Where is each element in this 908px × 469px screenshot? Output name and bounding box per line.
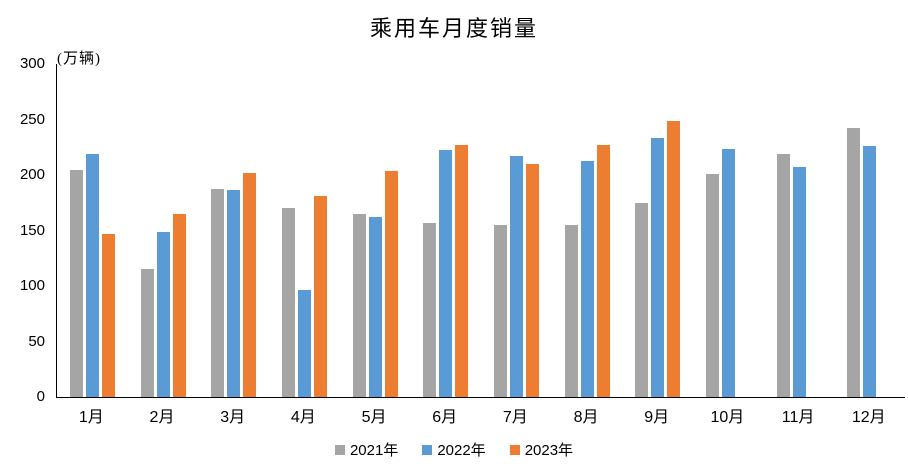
y-axis-tick-200: 200 <box>19 166 45 183</box>
y-axis-tick-0: 0 <box>36 388 45 405</box>
x-axis-label-month-10: 10月 <box>710 409 745 426</box>
legend-swatch-2023-icon <box>509 444 520 455</box>
bar-group-month-4 <box>269 64 340 397</box>
bar-2023-month-4 <box>313 195 327 397</box>
bar-2021-month-11 <box>776 153 790 397</box>
bar-2022-month-1 <box>85 154 99 397</box>
bar-2022-month-9 <box>651 138 665 397</box>
bar-2022-month-2 <box>156 231 170 397</box>
bar-2021-month-2 <box>140 268 154 397</box>
legend-label-2023: 2023年 <box>524 442 574 459</box>
y-axis-tick-labels: 300 250 200 150 100 50 0 <box>0 55 45 405</box>
y-axis-tick-100: 100 <box>19 277 45 294</box>
y-axis-tick-50: 50 <box>28 332 45 350</box>
bar-2021-month-1 <box>69 170 83 397</box>
bar-group-month-9 <box>622 64 693 397</box>
legend-item-2021: 2021年 <box>334 439 399 460</box>
bar-2021-month-9 <box>635 202 649 397</box>
x-axis-label-month-5: 5月 <box>361 409 387 426</box>
bar-2022-month-7 <box>509 155 523 397</box>
bar-2023-month-7 <box>525 163 539 397</box>
bar-2021-month-3 <box>211 189 225 397</box>
bar-group-month-7 <box>481 64 552 397</box>
bar-2022-month-4 <box>297 289 311 397</box>
bar-group-month-3 <box>198 64 269 397</box>
bar-2021-month-12 <box>847 128 861 397</box>
y-axis-tick-300: 300 <box>19 55 45 72</box>
bar-2023-month-9 <box>667 120 681 397</box>
y-axis-tick-150: 150 <box>19 221 45 239</box>
legend-label-2022: 2022年 <box>437 442 486 459</box>
x-axis-label-month-3: 3月 <box>220 409 246 426</box>
x-axis-label-month-1: 1月 <box>78 409 104 426</box>
y-axis-tick-250: 250 <box>19 110 45 128</box>
x-axis-label-month-4: 4月 <box>290 409 316 426</box>
x-axis-label-month-6: 6月 <box>432 409 458 426</box>
bar-group-month-6 <box>410 64 481 397</box>
bar-group-month-8 <box>552 64 623 397</box>
plot-area <box>56 64 905 398</box>
legend-label-2021: 2021年 <box>349 442 399 459</box>
x-axis-label-month-7: 7月 <box>502 409 528 426</box>
legend-swatch-2022-icon <box>422 444 433 455</box>
bar-2021-month-8 <box>564 224 578 397</box>
bar-2022-month-12 <box>863 145 877 397</box>
x-axis-label-month-11: 11月 <box>781 409 815 426</box>
bar-group-month-12 <box>834 64 905 397</box>
x-axis-label-month-12: 12月 <box>851 409 886 426</box>
legend-swatch-2021-icon <box>334 444 345 455</box>
bar-group-month-5 <box>340 64 411 397</box>
legend: 2021年 2022年 2023年 <box>0 439 908 460</box>
bar-2022-month-10 <box>721 149 735 397</box>
bar-2022-month-11 <box>792 166 806 397</box>
bar-2023-month-2 <box>172 213 186 397</box>
bar-2023-month-8 <box>596 145 610 397</box>
legend-item-2023: 2023年 <box>509 439 574 460</box>
x-axis-labels: 1月 2月 3月 4月 5月 6月 7月 8月 9月 10月 11月 12月 <box>56 403 904 427</box>
bar-2023-month-6 <box>455 145 469 397</box>
bar-2021-month-4 <box>281 207 295 397</box>
bar-group-month-2 <box>128 64 199 397</box>
bar-2021-month-6 <box>423 222 437 397</box>
bar-group-month-1 <box>57 64 128 397</box>
bar-2021-month-7 <box>493 224 507 397</box>
x-axis-label-month-2: 2月 <box>149 409 175 426</box>
bar-2022-month-3 <box>227 190 241 397</box>
bar-group-month-11 <box>764 64 835 397</box>
bar-2022-month-6 <box>439 150 453 397</box>
x-axis-label-month-9: 9月 <box>644 409 670 426</box>
legend-item-2022: 2022年 <box>422 439 486 460</box>
chart-title: 乘用车月度销量 <box>369 16 538 41</box>
x-axis-label-month-8: 8月 <box>573 409 599 426</box>
bar-2023-month-5 <box>384 170 398 397</box>
bar-group-month-10 <box>693 64 764 397</box>
bar-2023-month-3 <box>243 173 257 397</box>
bar-2022-month-5 <box>368 216 382 397</box>
bar-2021-month-10 <box>705 174 719 397</box>
bar-2021-month-5 <box>352 214 366 397</box>
bar-2023-month-1 <box>101 233 115 397</box>
y-axis-unit-label: (万辆) <box>57 51 101 67</box>
bar-2022-month-8 <box>580 161 594 397</box>
